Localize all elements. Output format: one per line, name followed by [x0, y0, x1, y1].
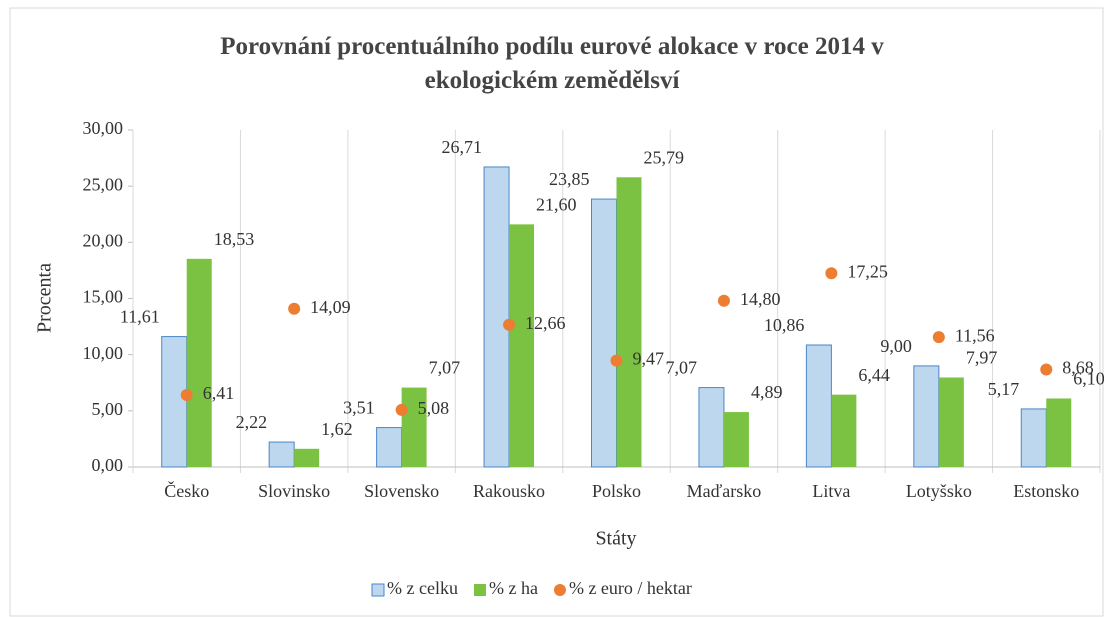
data-label: 12,66	[525, 313, 566, 333]
chart-frame	[9, 7, 1104, 617]
bar	[1046, 398, 1072, 467]
bar	[723, 412, 749, 467]
data-label: 7,07	[429, 358, 461, 378]
dot	[395, 403, 408, 416]
x-tick-label: Estonsko	[1013, 481, 1079, 501]
bar	[509, 224, 535, 467]
bar	[1020, 408, 1047, 468]
dot	[825, 267, 838, 280]
legend-swatch	[553, 584, 566, 596]
legend-swatch	[473, 584, 486, 596]
x-tick-label: Slovensko	[364, 481, 439, 501]
data-label: 7,97	[966, 348, 998, 368]
data-label: 26,71	[442, 137, 483, 157]
bar	[616, 177, 642, 467]
bar	[831, 394, 857, 467]
y-tick-label: 10,00	[83, 343, 124, 363]
bar	[186, 258, 212, 467]
data-label: 4,89	[751, 382, 783, 402]
bar	[376, 427, 403, 468]
x-tick-label: Maďarsko	[687, 481, 762, 501]
x-tick-label: Rakousko	[473, 481, 545, 501]
data-label: 11,56	[955, 325, 995, 345]
bar	[591, 198, 617, 468]
data-label: 3,51	[343, 398, 375, 418]
dot	[610, 354, 623, 367]
data-label: 8,68	[1062, 358, 1094, 378]
y-tick-label: 25,00	[83, 174, 124, 194]
dot	[288, 302, 301, 315]
data-label: 25,79	[644, 147, 685, 167]
bar	[938, 377, 964, 467]
dot	[180, 388, 193, 401]
dot	[717, 294, 730, 307]
data-label: 9,47	[633, 349, 665, 369]
y-tick-label: 5,00	[92, 399, 124, 419]
dot	[1040, 363, 1053, 376]
x-tick-label: Litva	[812, 481, 850, 501]
data-label: 14,80	[740, 289, 781, 309]
bar	[268, 441, 295, 468]
bar	[161, 336, 188, 468]
data-label: 11,61	[120, 307, 160, 327]
y-tick-label: 30,00	[83, 118, 124, 138]
data-label: 6,10	[1073, 369, 1104, 389]
y-tick-label: 0,00	[92, 455, 124, 475]
dot	[932, 331, 945, 344]
bar	[913, 365, 940, 468]
legend-label: % z euro / hektar	[569, 578, 692, 598]
data-label: 14,09	[310, 297, 351, 317]
x-tick-label: Česko	[164, 480, 209, 501]
bar	[483, 166, 510, 468]
x-tick-label: Slovinsko	[258, 481, 330, 501]
data-label: 5,08	[418, 398, 450, 418]
bar	[805, 344, 832, 468]
bar	[698, 387, 725, 468]
x-tick-label: Polsko	[592, 481, 641, 501]
chart-title: Porovnání procentuálního podílu eurové a…	[220, 33, 884, 94]
dot	[503, 318, 516, 331]
data-label: 17,25	[847, 261, 888, 281]
x-tick-label: Lotyšsko	[906, 481, 972, 501]
data-label: 21,60	[536, 194, 577, 214]
data-label: 18,53	[214, 229, 255, 249]
data-label: 5,17	[988, 379, 1020, 399]
legend-label: % z ha	[489, 578, 538, 598]
legend-label: % z celku	[387, 578, 458, 598]
data-label: 10,86	[764, 315, 805, 335]
data-label: 2,22	[236, 412, 268, 432]
bar	[401, 387, 427, 467]
y-tick-label: 20,00	[83, 230, 124, 250]
data-label: 1,62	[321, 419, 353, 439]
data-label: 23,85	[549, 169, 590, 189]
bar	[294, 448, 320, 467]
x-axis-label: Státy	[595, 528, 636, 550]
y-tick-label: 15,00	[83, 287, 124, 307]
data-label: 6,41	[203, 383, 235, 403]
data-label: 7,07	[665, 358, 697, 378]
y-axis-label: Procenta	[34, 263, 56, 333]
legend-swatch	[371, 583, 385, 597]
data-label: 6,44	[858, 365, 890, 385]
data-label: 9,00	[880, 336, 912, 356]
